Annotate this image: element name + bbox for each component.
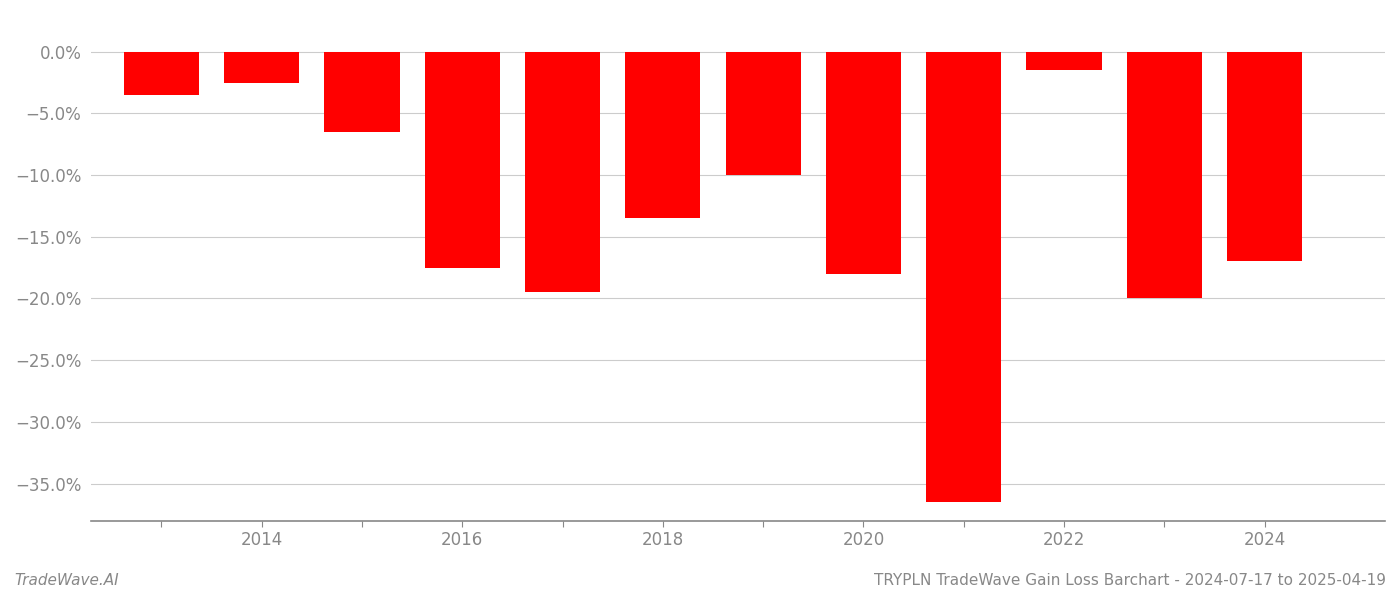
Bar	[826, 52, 902, 274]
Text: TradeWave.AI: TradeWave.AI	[14, 573, 119, 588]
Bar	[1127, 52, 1203, 298]
Bar	[626, 52, 700, 218]
Bar	[325, 52, 399, 132]
Bar	[525, 52, 601, 292]
Bar	[1026, 52, 1102, 70]
Bar	[424, 52, 500, 268]
Bar	[1226, 52, 1302, 262]
Bar	[927, 52, 1001, 502]
Bar	[725, 52, 801, 175]
Bar	[123, 52, 199, 95]
Bar	[224, 52, 300, 83]
Text: TRYPLN TradeWave Gain Loss Barchart - 2024-07-17 to 2025-04-19: TRYPLN TradeWave Gain Loss Barchart - 20…	[874, 573, 1386, 588]
